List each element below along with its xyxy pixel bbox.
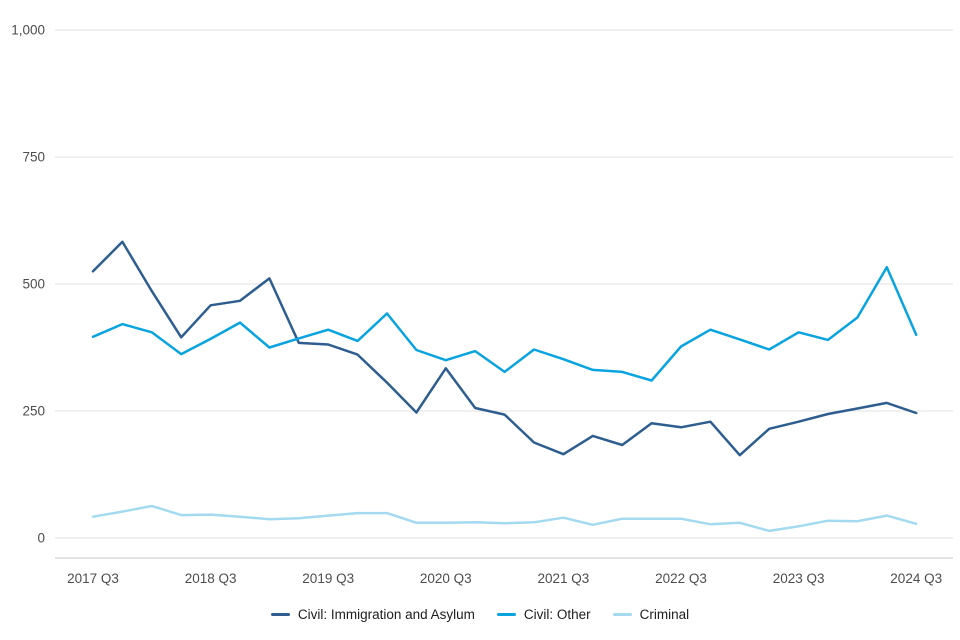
legend-line-swatch-criminal xyxy=(612,613,632,616)
series-line-criminal xyxy=(91,504,918,533)
chart-legend: Civil: Immigration and Asylum Civil: Oth… xyxy=(0,607,960,622)
legend-item-civil-immigration-and-asylum[interactable]: Civil: Immigration and Asylum xyxy=(270,607,475,622)
x-axis-tick-label: 2022 Q3 xyxy=(655,571,707,586)
x-axis-tick-label: 2021 Q3 xyxy=(538,571,590,586)
x-axis-tick-label: 2024 Q3 xyxy=(890,571,942,586)
y-axis-tick-label: 1,000 xyxy=(11,23,45,38)
legend-item-civil-other[interactable]: Civil: Other xyxy=(496,607,591,622)
legend-item-criminal[interactable]: Criminal xyxy=(612,607,690,622)
x-axis-tick-label: 2019 Q3 xyxy=(302,571,354,586)
legend-line-swatch-civil-other xyxy=(496,613,516,616)
series-line-civil-other xyxy=(91,265,918,382)
y-axis-tick-label: 750 xyxy=(22,150,45,165)
x-axis-tick-label: 2023 Q3 xyxy=(773,571,825,586)
y-axis-tick-label: 0 xyxy=(37,531,45,546)
legend-label: Criminal xyxy=(639,607,690,622)
y-axis-tick-label: 250 xyxy=(22,404,45,419)
x-axis-tick-label: 2020 Q3 xyxy=(420,571,472,586)
series-line-civil-immigration-and-asylum xyxy=(91,240,918,457)
x-axis-tick-label: 2017 Q3 xyxy=(67,571,119,586)
legend-label: Civil: Other xyxy=(523,607,591,622)
legend-label: Civil: Immigration and Asylum xyxy=(297,607,475,622)
legend-line-swatch-civil-immigration-and-asylum xyxy=(270,613,290,616)
y-axis-tick-label: 500 xyxy=(22,277,45,292)
x-axis-tick-label: 2018 Q3 xyxy=(185,571,237,586)
